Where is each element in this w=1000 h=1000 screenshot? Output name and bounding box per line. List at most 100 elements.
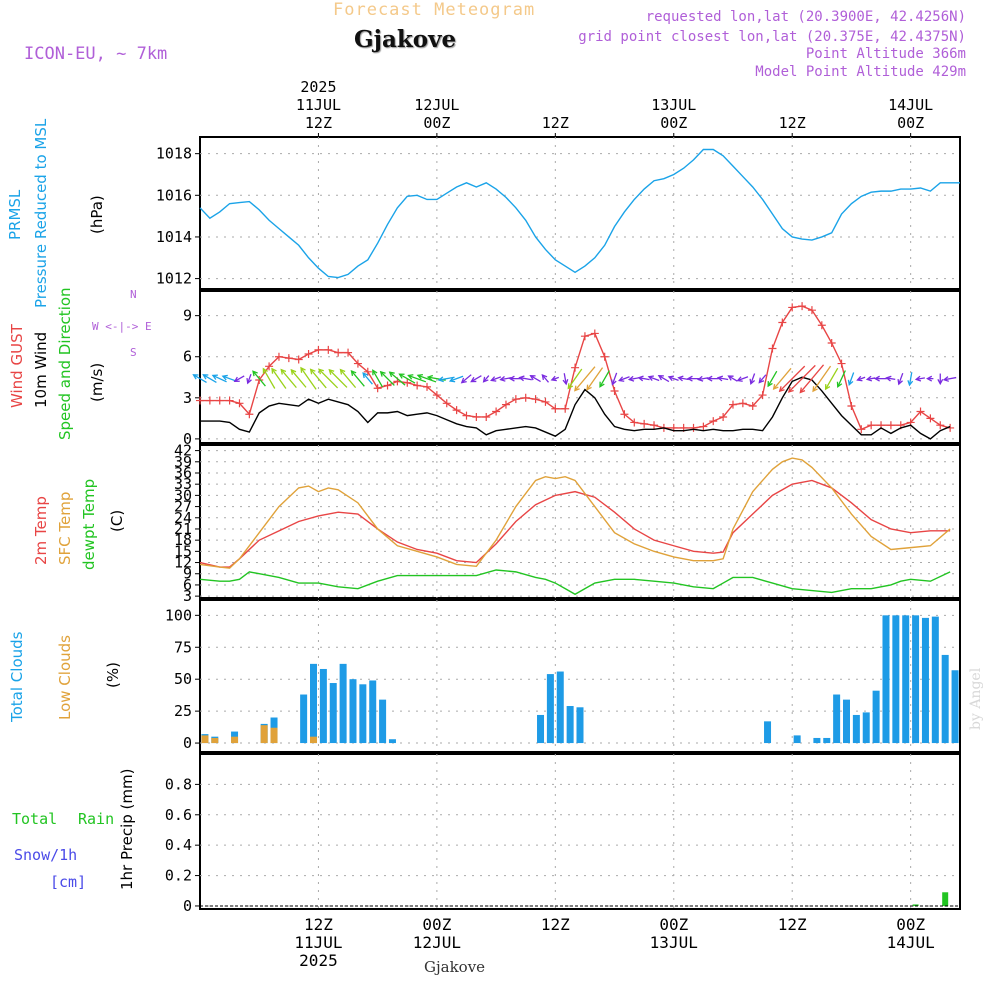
wind-arrow-head — [460, 377, 467, 384]
bottom-time-label: 2025 — [299, 951, 338, 970]
y-tick-label: 25 — [174, 702, 192, 720]
gust-marker — [580, 332, 589, 341]
wind-arrow-head — [211, 374, 218, 380]
wind-arrow-shaft — [318, 368, 339, 389]
wind-arrow-head — [787, 386, 794, 393]
gust-marker — [571, 363, 580, 372]
y-tick-label: 0 — [183, 430, 192, 448]
wind-direction-arrow — [647, 375, 660, 382]
wind-direction-arrow — [416, 373, 437, 383]
gust-marker — [353, 359, 362, 368]
bar-low-clouds — [201, 735, 209, 744]
y-tick-label: 100 — [165, 606, 192, 624]
wind-arrow-shaft — [767, 370, 778, 387]
wind-direction-arrow — [686, 375, 699, 382]
wind-direction-arrow — [812, 365, 832, 393]
series-line-prmsl — [199, 148, 960, 279]
wind-arrow-shaft — [252, 370, 266, 387]
wind-direction-arrow — [926, 375, 934, 382]
wind-arrow-shaft — [212, 374, 227, 383]
top-time-label: 00Z — [423, 114, 450, 132]
wind-arrow-head — [426, 374, 434, 381]
wind-direction-arrow — [192, 374, 207, 383]
wind-arrow-shaft — [362, 372, 373, 385]
panel-wind: 0 3 6 9 — [183, 290, 961, 448]
wind-arrow-head — [836, 381, 843, 388]
wind-direction-arrow — [407, 374, 427, 383]
top-time-label: 12Z — [779, 114, 806, 132]
wind-arrow-head — [667, 375, 675, 382]
wind-arrow-head — [942, 376, 950, 382]
gust-marker — [719, 412, 728, 421]
gust-marker — [284, 354, 293, 363]
wind-direction-arrow — [758, 374, 767, 384]
y-tick-label: 0.6 — [165, 806, 192, 824]
bar-total-clouds — [349, 679, 357, 744]
panel-frame — [199, 599, 961, 753]
bar-total-clouds — [319, 668, 327, 744]
wind-arrow-head — [518, 375, 525, 382]
y-tick-label: 6 — [183, 576, 192, 594]
wind-direction-arrow — [787, 364, 816, 393]
wind-arrow-shaft — [629, 377, 640, 381]
gust-marker — [235, 399, 244, 408]
wind-arrow-head — [309, 368, 316, 375]
gust-marker — [640, 419, 649, 428]
compass-south: S — [130, 346, 137, 359]
wind-direction-arrow — [727, 375, 738, 382]
wind-arrow-shaft — [449, 375, 464, 382]
wind-direction-arrow — [309, 368, 327, 389]
wind-arrow-head — [246, 378, 252, 385]
wind-arrow-head — [749, 378, 756, 386]
wind-direction-arrow — [618, 376, 630, 382]
wind-direction-arrow — [211, 374, 227, 383]
wind-arrow-head — [550, 375, 557, 382]
wind-arrow-shaft — [788, 364, 816, 393]
bottom-time-label: 14JUL — [887, 933, 935, 952]
wind-arrow-head — [388, 371, 395, 378]
bar-total-clouds — [813, 737, 821, 744]
gust-marker — [728, 400, 737, 409]
wind-arrow-head — [716, 375, 724, 382]
bar-low-clouds — [270, 727, 278, 744]
gust-marker — [225, 396, 234, 405]
wind-direction-arrow — [611, 372, 618, 386]
station-name: Gjakove — [354, 26, 457, 53]
wind-arrow-head — [448, 376, 456, 383]
gust-marker — [817, 321, 826, 330]
wind-arrow-shaft — [837, 370, 846, 388]
top-time-label: 11JUL — [296, 96, 341, 114]
wind-arrow-shaft — [898, 372, 904, 385]
wind-arrow-head — [772, 383, 779, 391]
wind-direction-arrow — [202, 374, 217, 383]
wind-arrow-shaft — [668, 376, 679, 381]
gust-marker — [215, 396, 224, 405]
gust-marker — [324, 345, 333, 354]
wind-direction-arrow — [233, 375, 245, 383]
gust-marker — [205, 396, 214, 405]
wind-arrow-head — [398, 373, 405, 379]
wind-arrow-shaft — [758, 374, 767, 383]
wind-arrow-head — [350, 369, 357, 377]
wind-arrow-head — [767, 381, 773, 388]
wind-arrow-shaft — [563, 373, 567, 385]
gust-marker — [788, 303, 797, 312]
wind-arrow-shaft — [717, 377, 729, 381]
series-line-2m-temp — [199, 479, 951, 568]
wind-direction-arrow — [398, 373, 416, 384]
wind-arrow-head — [379, 370, 386, 377]
wind-direction-arrow — [562, 373, 569, 386]
wind-arrow-shaft — [773, 367, 792, 390]
wind-direction-arrow — [836, 370, 846, 388]
wind-arrow-head — [271, 367, 277, 374]
gust-marker — [778, 318, 787, 327]
wind-arrow-head — [885, 375, 892, 382]
gust-marker — [492, 407, 501, 416]
wind-direction-arrow — [749, 373, 756, 386]
bar-total-clouds — [566, 706, 574, 744]
series-line-dewpt-temp — [199, 569, 951, 596]
bar-total-clouds — [912, 615, 920, 744]
gust-marker — [709, 417, 718, 426]
gust-marker — [561, 404, 570, 413]
wind-arrow-head — [897, 379, 903, 386]
